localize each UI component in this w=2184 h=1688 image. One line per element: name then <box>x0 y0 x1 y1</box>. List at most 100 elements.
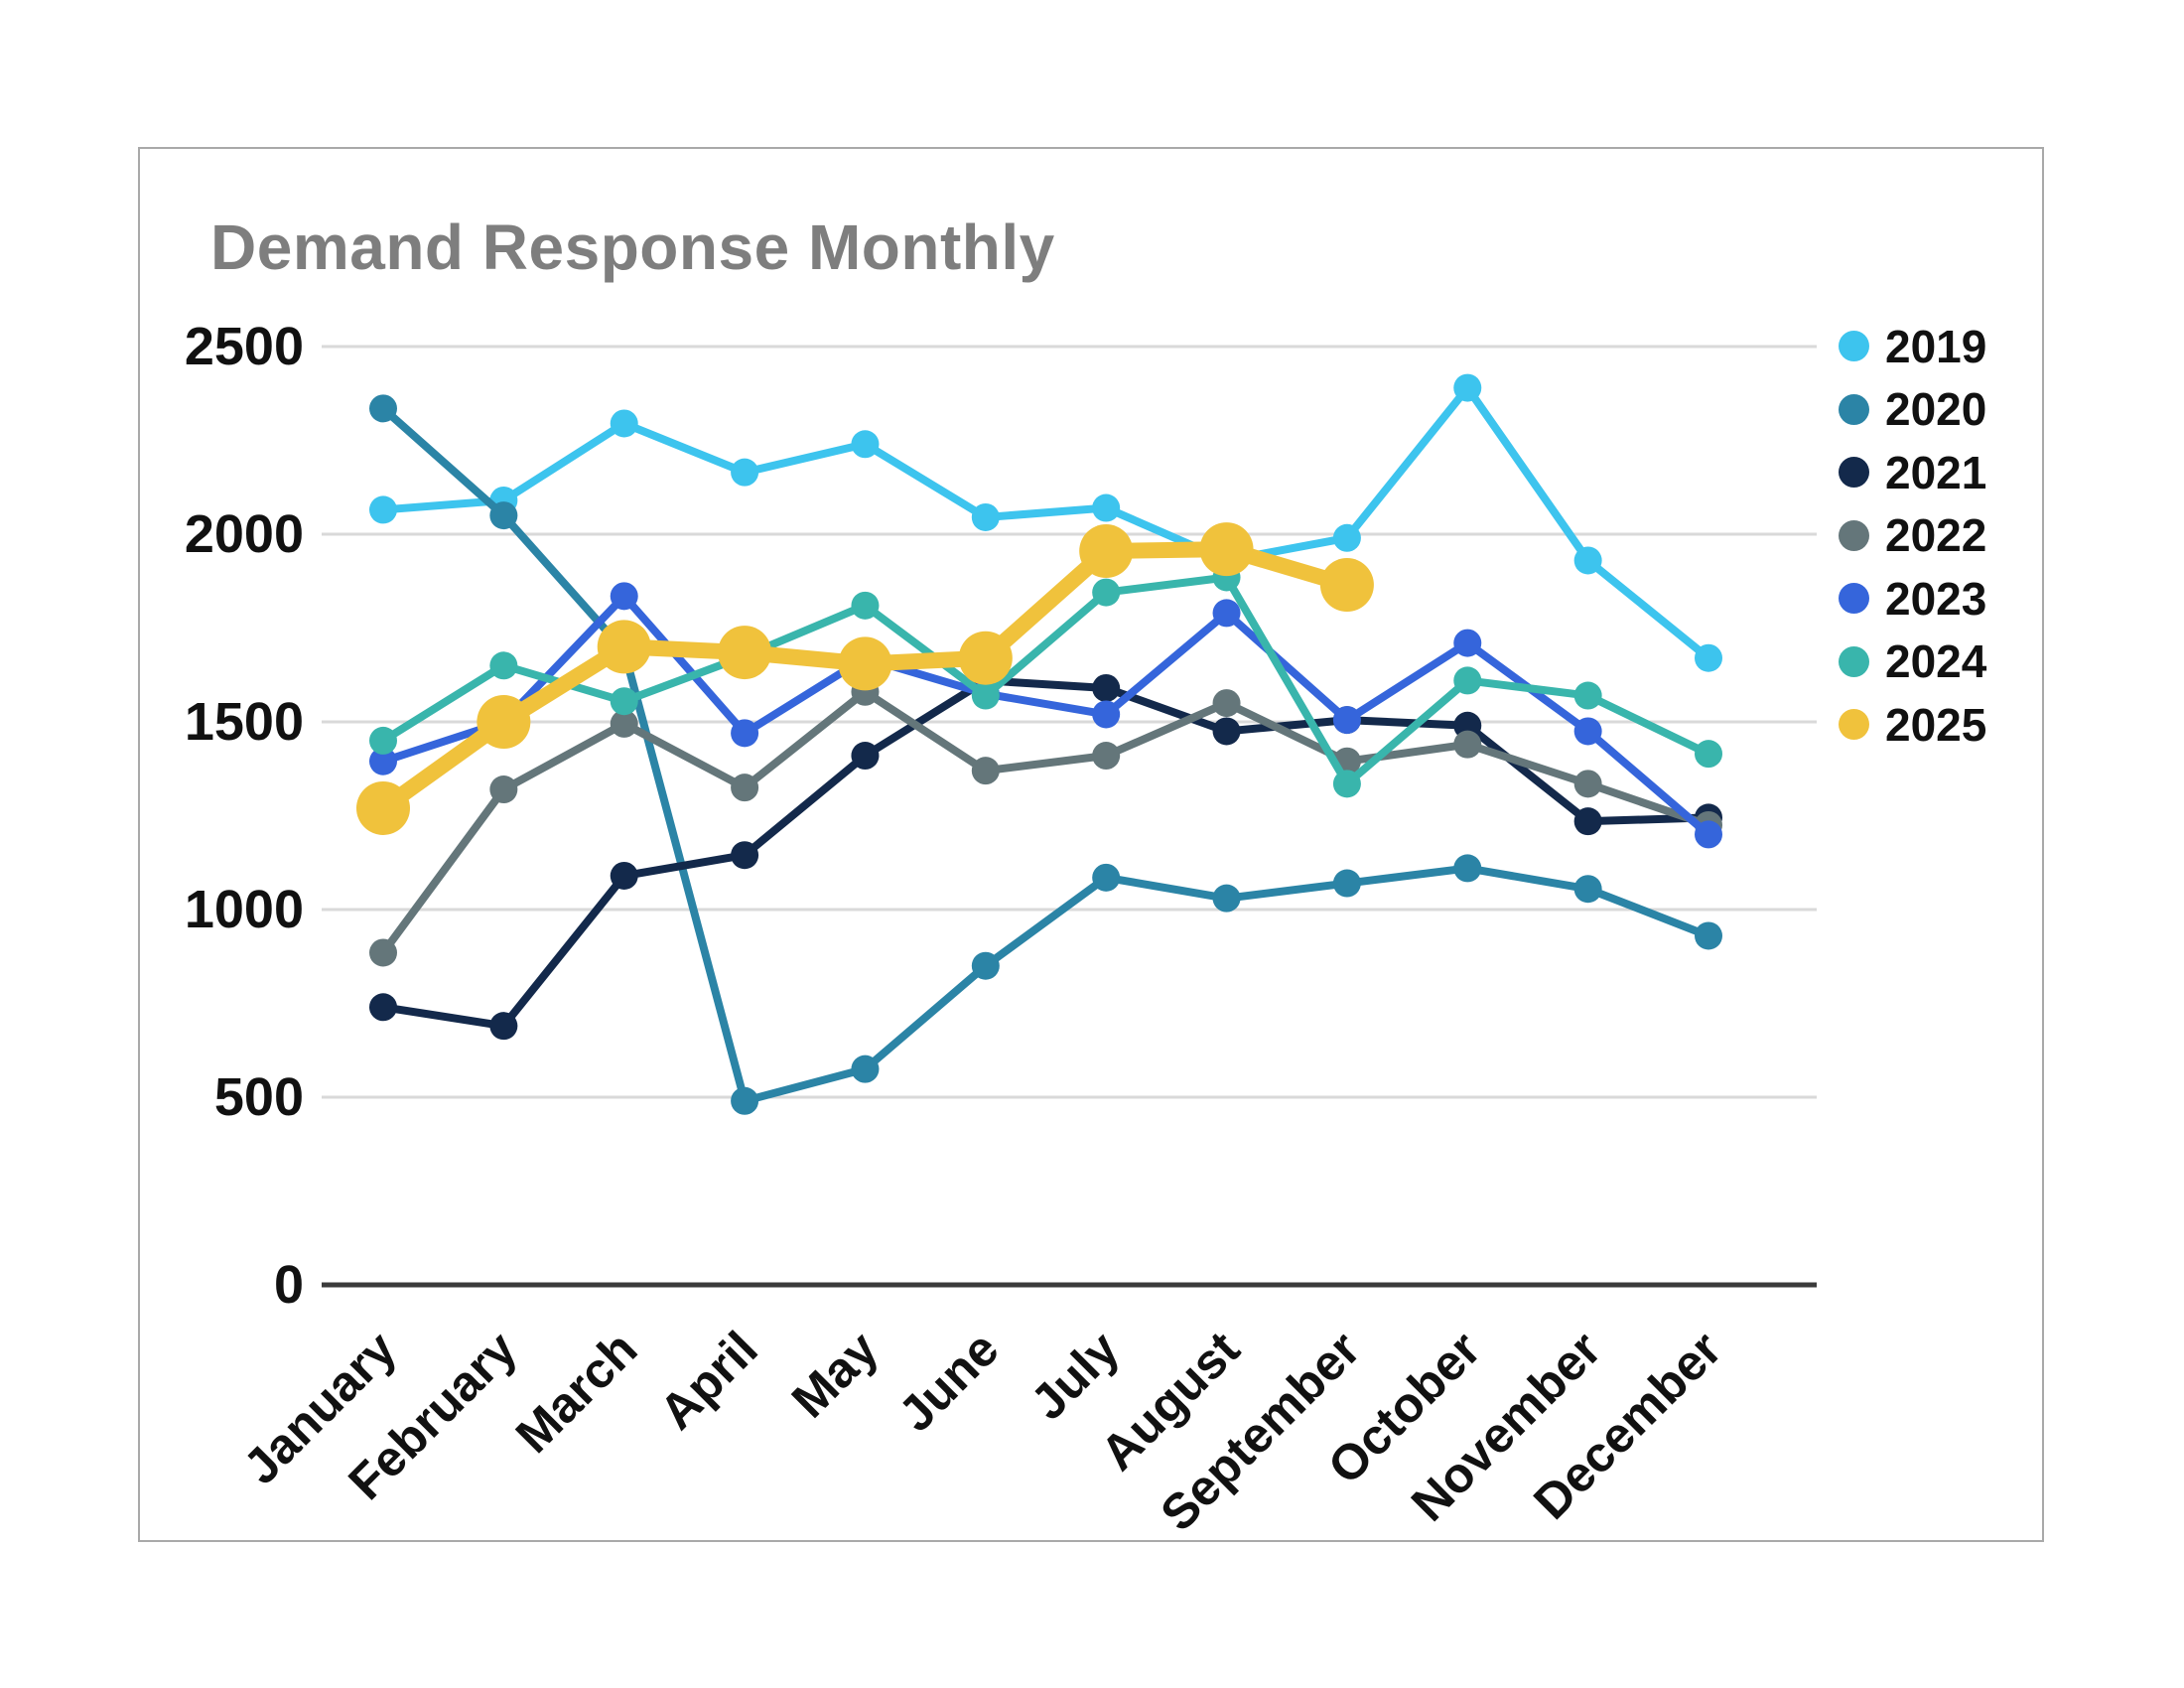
legend-label: 2020 <box>1885 383 1987 436</box>
legend-swatch-icon <box>1839 393 1869 425</box>
series-2020-line <box>379 404 1713 1105</box>
series-2022-point <box>1573 770 1602 798</box>
legend-swatch-icon <box>1839 709 1869 741</box>
series-2019-point <box>1332 523 1361 552</box>
y-axis-labels: 0 500 1000 1500 2000 2500 <box>185 317 304 1315</box>
series-2023-point <box>1453 629 1482 657</box>
series-2022-point <box>1212 689 1241 718</box>
series-2022-point <box>369 938 397 967</box>
legend-swatch-icon <box>1839 331 1869 362</box>
series-2020-point <box>369 394 397 423</box>
series-2021-point <box>1092 673 1121 702</box>
series-2022-point <box>1092 742 1121 771</box>
series-2020-point <box>489 501 518 530</box>
y-tick-label: 500 <box>214 1067 304 1127</box>
series-2021-point <box>369 993 397 1022</box>
series-2019-line <box>379 383 1713 662</box>
series-2022-point <box>971 757 1000 785</box>
series-2022-point <box>610 709 638 738</box>
series-2021-point <box>489 1012 518 1041</box>
series-2025-point <box>958 631 1013 685</box>
x-tick-label: May <box>781 1321 889 1429</box>
chart-card <box>138 147 2044 1542</box>
legend-item-2019: 2019 <box>1839 315 1986 378</box>
series-2024-point <box>369 726 397 755</box>
legend-swatch-icon <box>1839 645 1869 677</box>
series-2025-point <box>838 636 892 691</box>
legend-label: 2024 <box>1885 635 1987 688</box>
series-2021-point <box>1573 807 1602 836</box>
x-tick-label: July <box>1021 1321 1130 1430</box>
series-2021-line <box>379 676 1713 1031</box>
legend-label: 2019 <box>1885 320 1987 372</box>
legend-swatch-icon <box>1839 519 1869 551</box>
series-2025-point <box>1319 558 1374 613</box>
legend-swatch-icon <box>1839 583 1869 615</box>
x-tick-label: March <box>505 1321 648 1464</box>
series-2020-point <box>851 1055 880 1083</box>
series-2024-line <box>379 573 1713 788</box>
legend-swatch-icon <box>1839 457 1869 489</box>
legend-item-2020: 2020 <box>1839 378 1986 442</box>
series-2019-point <box>610 409 638 438</box>
series-2023-point <box>1695 820 1723 849</box>
chart-title: Demand Response Monthly <box>210 211 1055 283</box>
series-2019-point <box>971 502 1000 531</box>
legend-item-2024: 2024 <box>1839 631 1986 694</box>
data-series <box>356 373 1723 1115</box>
series-2022-point <box>731 774 759 802</box>
x-tick-label: June <box>887 1321 1009 1442</box>
x-tick-label: April <box>649 1321 768 1440</box>
y-tick-label: 0 <box>274 1255 304 1315</box>
series-2020-point <box>1573 875 1602 904</box>
legend-label: 2022 <box>1885 509 1987 562</box>
series-2023-line <box>379 592 1713 839</box>
series-2021-point <box>610 861 638 890</box>
series-2020-point <box>1332 869 1361 898</box>
series-2024-point <box>1573 681 1602 710</box>
series-2022-point <box>1453 730 1482 759</box>
series-2024-point <box>1695 740 1723 769</box>
series-2024-point <box>610 687 638 716</box>
series-2023-point <box>1332 706 1361 735</box>
series-2020-point <box>1092 863 1121 892</box>
series-2023-point <box>1212 599 1241 628</box>
series-2020-point <box>971 951 1000 980</box>
series-2025-point <box>718 626 772 680</box>
y-tick-label: 1500 <box>185 692 304 752</box>
series-2020-point <box>1453 854 1482 883</box>
series-2019-point <box>1573 546 1602 575</box>
series-2021-point <box>851 742 880 771</box>
legend-label: 2021 <box>1885 446 1987 498</box>
series-2023-point <box>610 582 638 611</box>
legend-label: 2023 <box>1885 572 1987 625</box>
series-2025-point <box>1079 524 1134 579</box>
series-2020-point <box>1212 884 1241 913</box>
series-2025-point <box>1199 522 1254 577</box>
y-tick-label: 2500 <box>185 317 304 376</box>
legend-item-2025: 2025 <box>1839 693 1986 757</box>
series-2024-point <box>851 591 880 620</box>
legend-label: 2025 <box>1885 698 1987 751</box>
series-2023-point <box>1092 700 1121 729</box>
series-2021-point <box>731 841 759 870</box>
legend-item-2021: 2021 <box>1839 441 1986 504</box>
series-2024-point <box>1453 666 1482 695</box>
series-2019-point <box>1453 373 1482 402</box>
series-2024-point <box>1092 578 1121 607</box>
series-2023-point <box>369 747 397 775</box>
series-2020-point <box>1695 921 1723 950</box>
series-2021-point <box>1212 717 1241 746</box>
legend-item-2022: 2022 <box>1839 504 1986 568</box>
series-2019-point <box>851 430 880 459</box>
y-tick-label: 2000 <box>185 504 304 564</box>
series-2019-point <box>1092 493 1121 522</box>
series-2025-point <box>356 780 410 835</box>
series-2019-point <box>369 495 397 524</box>
series-2023-point <box>1573 717 1602 746</box>
chart-legend: 2019 2020 2021 2022 2023 2024 2025 <box>1839 315 1986 757</box>
legend-item-2023: 2023 <box>1839 567 1986 631</box>
series-2024-point <box>971 681 1000 710</box>
series-2025-point <box>597 620 651 674</box>
